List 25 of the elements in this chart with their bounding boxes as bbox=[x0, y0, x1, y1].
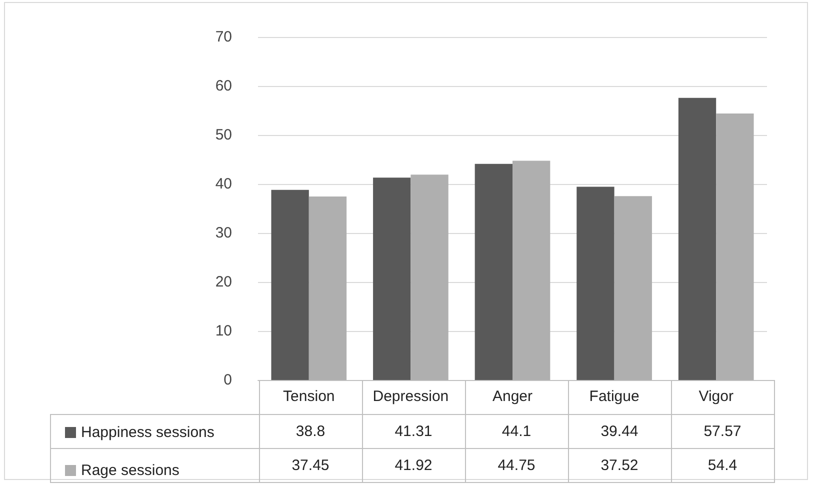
y-tick-label: 40 bbox=[215, 176, 232, 192]
data-label: 38.8 bbox=[259, 414, 362, 448]
legend-label: Happiness sessions bbox=[81, 424, 214, 441]
y-tick-label: 20 bbox=[215, 274, 232, 290]
data-label: 54.4 bbox=[671, 448, 774, 482]
x-tick-label: Vigor bbox=[698, 388, 734, 405]
x-tick-label: Depression bbox=[372, 388, 449, 405]
data-label: 41.31 bbox=[362, 414, 465, 448]
x-tick-label: Tension bbox=[283, 388, 335, 405]
y-tick-label: 50 bbox=[215, 126, 232, 144]
data-label: 37.52 bbox=[568, 448, 671, 482]
data-label: 37.45 bbox=[259, 448, 362, 482]
x-tick-label: Fatigue bbox=[589, 388, 640, 405]
data-label: 41.92 bbox=[362, 448, 465, 482]
x-tick-label: Anger bbox=[492, 388, 533, 405]
data-label: 44.1 bbox=[465, 414, 568, 448]
y-tick-label: 10 bbox=[215, 322, 232, 340]
y-tick-label: 0 bbox=[224, 372, 232, 388]
y-tick-label: 60 bbox=[215, 78, 232, 94]
legend-label: Rage sessions bbox=[81, 462, 180, 479]
data-label: 44.75 bbox=[465, 448, 568, 482]
y-tick-label: 30 bbox=[215, 224, 232, 242]
y-tick-label: 70 bbox=[215, 28, 232, 46]
data-label: 57.57 bbox=[671, 414, 774, 448]
data-label: 39.44 bbox=[568, 414, 671, 448]
